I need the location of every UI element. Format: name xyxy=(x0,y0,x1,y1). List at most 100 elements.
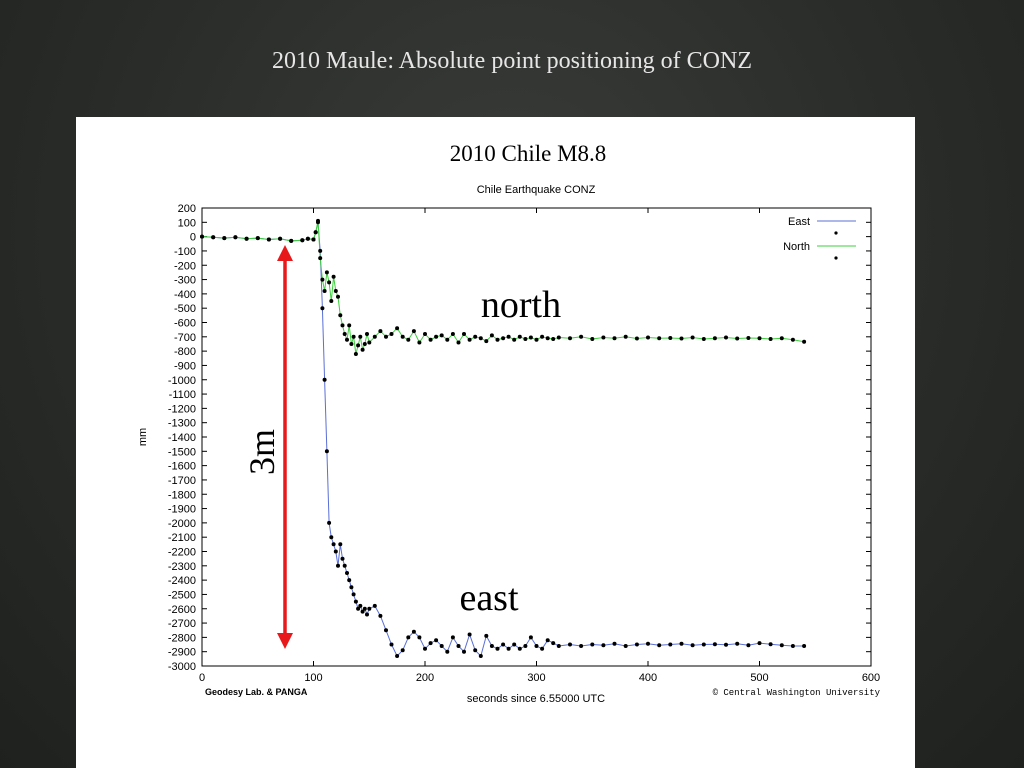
y-tick-label: -1800 xyxy=(168,489,196,501)
series-layer xyxy=(200,218,807,658)
data-point-east xyxy=(506,646,511,651)
data-point-north xyxy=(351,334,356,339)
data-point-east xyxy=(534,644,539,648)
data-point-north xyxy=(445,337,450,342)
data-point-east xyxy=(757,641,762,646)
data-point-north xyxy=(378,329,383,334)
data-point-east xyxy=(411,629,416,634)
data-point-north xyxy=(712,336,717,341)
y-tick-label: -3000 xyxy=(168,661,196,673)
data-point-east xyxy=(351,592,356,597)
data-point-north xyxy=(757,336,762,341)
data-point-east xyxy=(400,648,405,653)
data-point-east xyxy=(372,603,377,608)
chart: 2010 Chile M8.8 Chile Earthquake CONZ 20… xyxy=(137,141,881,705)
y-tick-label: -1500 xyxy=(168,446,196,458)
data-point-north xyxy=(384,334,388,339)
data-point-east xyxy=(358,603,363,608)
data-point-east xyxy=(735,641,740,646)
data-point-east xyxy=(712,642,717,647)
data-point-north xyxy=(646,335,650,340)
data-point-east xyxy=(802,644,807,648)
y-tick-label: -1200 xyxy=(168,403,196,415)
data-point-north xyxy=(362,342,367,346)
data-point-east xyxy=(389,642,394,647)
data-point-north xyxy=(389,332,394,336)
data-point-north xyxy=(356,343,361,348)
data-point-north xyxy=(450,332,455,336)
data-point-east xyxy=(473,648,478,653)
data-point-east xyxy=(790,644,795,648)
data-point-north xyxy=(568,336,572,341)
data-point-east xyxy=(329,535,334,540)
data-point-north xyxy=(300,238,305,243)
data-point-east xyxy=(495,646,500,651)
data-point-east xyxy=(340,556,345,561)
x-tick-label: 600 xyxy=(862,672,880,684)
data-point-north xyxy=(512,337,517,342)
slide-title: 2010 Maule: Absolute point positioning o… xyxy=(272,48,752,74)
data-point-east xyxy=(556,644,561,648)
x-tick-label: 300 xyxy=(527,672,545,684)
x-axis-label: seconds since 6.55000 UTC xyxy=(467,693,605,705)
x-tick-label: 0 xyxy=(199,672,205,684)
x-tick-label: 400 xyxy=(639,672,657,684)
data-point-north xyxy=(489,333,494,338)
data-point-east xyxy=(439,644,444,648)
y-tick-label: 0 xyxy=(190,232,196,244)
x-tick-label: 200 xyxy=(416,672,434,684)
data-point-north xyxy=(322,289,327,293)
data-point-north xyxy=(423,332,427,336)
data-point-north xyxy=(338,313,343,318)
y-tick-label: -800 xyxy=(174,346,196,358)
data-point-north xyxy=(779,336,784,341)
data-point-north xyxy=(400,334,405,339)
data-point-north xyxy=(222,236,227,241)
data-point-north xyxy=(467,337,472,342)
data-point-north xyxy=(266,237,271,242)
data-point-north xyxy=(484,339,489,344)
data-point-east xyxy=(338,542,343,547)
y-tick-label: -900 xyxy=(174,360,196,372)
data-point-east xyxy=(322,377,327,382)
y-tick-label: 100 xyxy=(178,217,196,229)
data-point-north xyxy=(495,337,500,342)
y-axis-label: mm xyxy=(137,428,149,446)
data-point-east xyxy=(512,642,517,647)
data-point-east xyxy=(623,644,628,648)
data-point-east xyxy=(517,646,522,651)
data-point-north xyxy=(517,334,522,339)
data-point-east xyxy=(579,644,584,648)
data-point-north xyxy=(278,236,283,241)
y-tick-label: -1900 xyxy=(168,504,196,516)
data-point-north xyxy=(333,289,338,293)
y-tick-label: -1300 xyxy=(168,418,196,430)
plot-frame xyxy=(201,207,872,667)
y-tick-label: -1000 xyxy=(168,375,196,387)
data-point-north xyxy=(345,337,349,342)
annotation-span: 3m xyxy=(242,429,282,475)
data-point-north xyxy=(417,340,422,345)
data-point-north xyxy=(690,335,695,340)
data-point-north xyxy=(406,337,411,342)
data-point-north xyxy=(790,337,795,342)
data-point-east xyxy=(779,643,784,648)
x-axis: 0 100 200 300 400 500 600 xyxy=(199,208,880,684)
data-point-north xyxy=(411,329,416,334)
data-point-north xyxy=(327,280,332,285)
data-point-north xyxy=(318,256,323,261)
legend-point-east xyxy=(834,231,838,235)
three-meter-arrow xyxy=(277,245,293,649)
chart-title: Chile Earthquake CONZ xyxy=(477,184,596,196)
data-point-east xyxy=(362,606,367,611)
data-point-north xyxy=(367,340,372,345)
data-point-east xyxy=(462,649,466,654)
data-point-north xyxy=(802,339,807,344)
data-point-east xyxy=(331,542,336,547)
data-point-east xyxy=(601,643,606,648)
data-point-north xyxy=(768,337,773,341)
data-point-east xyxy=(336,563,340,568)
data-point-east xyxy=(395,654,400,658)
data-point-east xyxy=(384,628,388,633)
data-point-east xyxy=(668,642,673,647)
